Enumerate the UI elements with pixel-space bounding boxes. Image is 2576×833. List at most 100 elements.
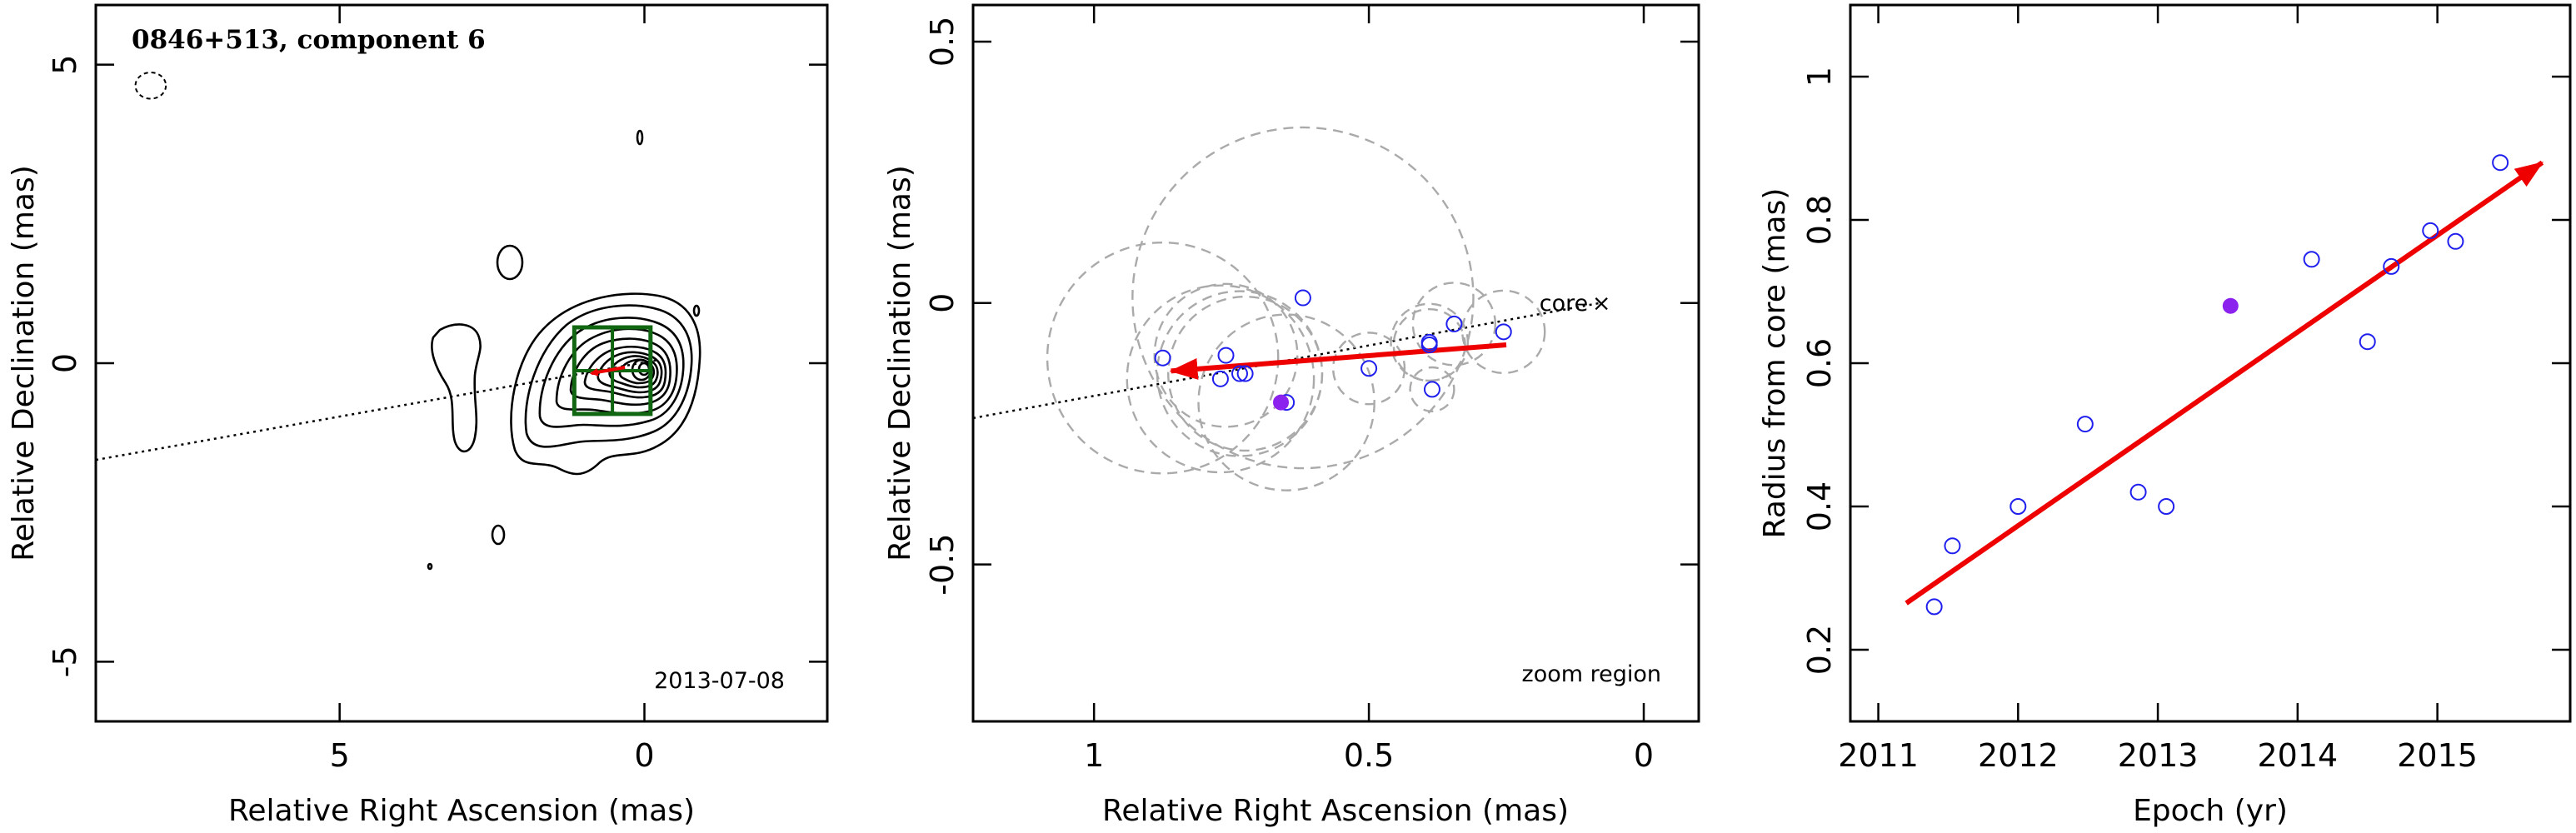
component-size-circle [1046, 241, 1280, 475]
plot-frame [1849, 3, 2572, 723]
x-tick-label: 2011 [1838, 737, 1919, 774]
epoch-date-label: 2013-07-08 [654, 668, 785, 694]
component-size-circles [1046, 126, 1546, 491]
radius-points [1925, 154, 2509, 616]
component-point [1217, 347, 1235, 364]
panel-radius-vs-epoch: 2011 2012 2013 2014 2015 0.2 0.4 0.6 0.8 1 Epoch … [1758, 3, 2572, 828]
y-tick-label: 0.8 [1801, 195, 1838, 245]
contour-set [427, 129, 701, 571]
radius-point [2359, 333, 2376, 351]
component-point [1420, 337, 1438, 354]
component-point [1154, 349, 1171, 367]
radius-point [2129, 483, 2147, 501]
tick-marks: 5 0 5 0 -5 [47, 5, 827, 774]
component-point [1211, 370, 1229, 387]
component-point [1423, 381, 1440, 398]
x-axis-label: Relative Right Ascension (mas) [228, 794, 695, 828]
y-axis-label: Relative Declination (mas) [7, 165, 41, 561]
y-tick-label: 0 [924, 293, 961, 313]
panel-contour-map: 5 050-5 0846+513, component 6 2013-07-08 … [7, 3, 829, 828]
component-size-circle [1167, 295, 1324, 452]
component-point [1360, 360, 1378, 377]
radius-point [2422, 222, 2439, 239]
component-point [1231, 365, 1249, 382]
y-tick-label: 5 [47, 55, 83, 75]
contour-level [569, 337, 671, 407]
radius-point [2009, 498, 2027, 515]
tick-marks: 1 0.5 0 0.5 0 -0.5 [924, 5, 1699, 774]
tick-marks: 2011 2012 2013 2014 2015 0.2 0.4 0.6 0.8 1 [1801, 5, 2570, 774]
component-point-filled [1273, 394, 1290, 411]
x-tick-label: 5 [330, 737, 350, 774]
beam-ellipse [134, 71, 167, 100]
component-size-circle [1131, 126, 1475, 470]
y-axis-label: Relative Declination (mas) [883, 165, 917, 561]
x-tick-label: 1 [1084, 737, 1104, 774]
radius-point [2158, 498, 2175, 515]
contour-level [510, 292, 701, 476]
contour-level [555, 327, 678, 415]
contour-level [636, 129, 644, 146]
contour-level [427, 562, 433, 571]
x-axis-label: Epoch (yr) [2133, 794, 2288, 828]
y-tick-label: 0.4 [1801, 481, 1838, 531]
contour-level [583, 345, 667, 399]
x-tick-label: 0.5 [1344, 737, 1394, 774]
component-size-circle [1409, 366, 1455, 412]
component-motion-arrow [1169, 342, 1507, 380]
component-size-circle [1126, 284, 1315, 474]
component-positions [1154, 289, 1512, 412]
y-tick-label: 0.5 [924, 17, 961, 67]
y-tick-label: 0 [47, 353, 83, 373]
x-tick-label: 2015 [2397, 737, 2478, 774]
x-tick-label: 2014 [2257, 737, 2338, 774]
jet-axis-line [96, 359, 657, 461]
radius-point [2447, 232, 2464, 250]
y-tick-label: -5 [47, 646, 83, 677]
component-motion-arrow [589, 366, 626, 377]
component-size-circle [1392, 307, 1466, 382]
core-label: core [1540, 291, 1588, 317]
component-size-circle [1332, 332, 1406, 406]
contour-level [524, 304, 693, 448]
component-size-circle [1390, 302, 1470, 382]
panel-title: 0846+513, component 6 [132, 25, 486, 55]
x-tick-label: 0 [1634, 737, 1654, 774]
radius-point [2492, 154, 2509, 172]
component-size-circle [1461, 289, 1546, 375]
contour-level [692, 304, 701, 317]
y-tick-label: -0.5 [924, 534, 961, 596]
y-tick-label: 0.6 [1801, 338, 1838, 388]
linear-fit-arrow [1905, 160, 2544, 606]
component-size-circle [1197, 313, 1375, 491]
plot-frame [971, 3, 1700, 723]
radius-point [2076, 416, 2094, 433]
component-size-circle [1411, 282, 1497, 367]
x-tick-label: 0 [634, 737, 654, 774]
core-marker: × [1592, 291, 1611, 317]
component-size-circle [1153, 282, 1299, 428]
zoom-region-label: zoom region [1522, 661, 1661, 687]
radius-point-filled [2222, 297, 2239, 314]
plot-frame [94, 3, 829, 723]
y-tick-label: 0.2 [1801, 625, 1838, 675]
component-point [1495, 323, 1512, 341]
contour-level [496, 244, 524, 281]
panel-zoom-region: 1 0.5 0 0.5 0 -0.5 core × zoom region Relativ… [883, 3, 1700, 828]
x-tick-label: 2012 [1978, 737, 2059, 774]
x-axis-label: Relative Right Ascension (mas) [1102, 794, 1569, 828]
radius-point [1925, 598, 1943, 616]
component-point [1236, 365, 1254, 382]
contour-level [491, 524, 506, 546]
y-axis-label: Radius from core (mas) [1758, 188, 1792, 539]
y-tick-label: 1 [1801, 67, 1838, 87]
x-tick-label: 2013 [2118, 737, 2199, 774]
radius-point [2383, 257, 2400, 275]
component-point [1445, 315, 1463, 332]
contour-level [431, 323, 482, 453]
radius-point [1944, 537, 1961, 555]
radius-point [2303, 251, 2320, 268]
component-point [1294, 289, 1311, 307]
contour-level [608, 355, 659, 389]
